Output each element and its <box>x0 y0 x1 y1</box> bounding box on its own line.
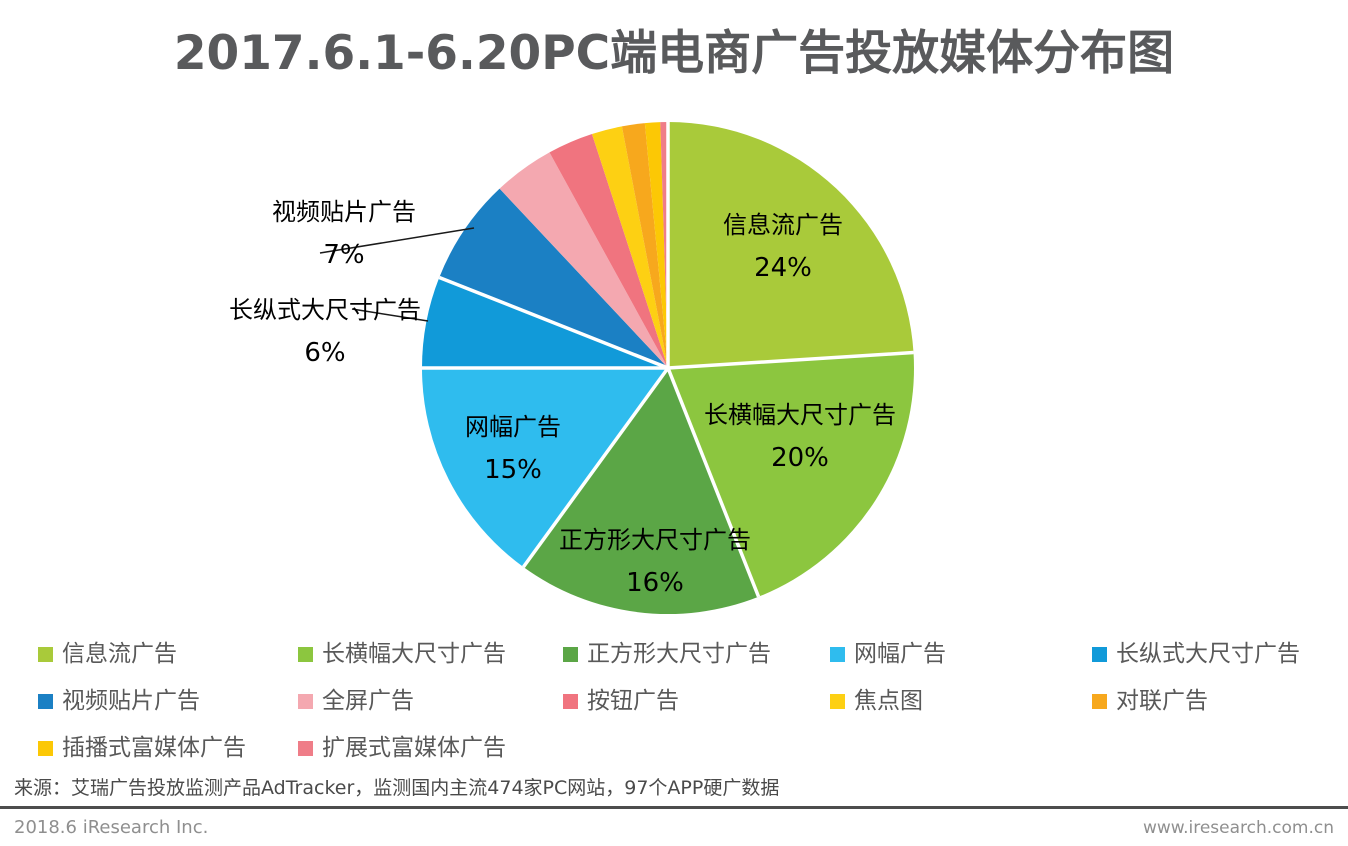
pie-chart: 信息流广告 24% 长横幅大尺寸广告 20% 正方形大尺寸广告 16% 网幅广告 15% 长纵式… <box>229 122 914 615</box>
slice-separator-5 <box>438 275 669 370</box>
slice-name-label-3: 网幅广告 <box>465 413 561 441</box>
pie-slice-0 <box>668 122 914 368</box>
slice-name-label-5: 视频贴片广告 <box>272 198 416 226</box>
pie-slice-8 <box>591 126 668 368</box>
slice-name-label-4: 长纵式大尺寸广告 <box>229 296 421 324</box>
legend-item-6: 全屏广告 <box>298 688 563 714</box>
legend-item-9: 对联广告 <box>1092 688 1340 714</box>
slice-pct-label-4: 6% <box>304 338 345 368</box>
footer-brand: 2018.6 iResearch Inc. <box>14 817 209 838</box>
legend-item-4: 长纵式大尺寸广告 <box>1092 641 1340 667</box>
legend-swatch-icon <box>298 646 313 662</box>
legend-swatch-icon <box>38 646 53 662</box>
pie-slice-10 <box>644 122 668 369</box>
slice-separator-2 <box>666 367 761 598</box>
legend-swatch-icon <box>298 740 313 756</box>
legend-swatch-icon <box>1092 646 1107 662</box>
chart-title: 2017.6.1-6.20PC端电商广告投放媒体分布图 <box>173 26 1175 81</box>
legend-item-11: 扩展式富媒体广告 <box>298 735 563 761</box>
slice-name-label-1: 长横幅大尺寸广告 <box>704 401 896 429</box>
legend-swatch-icon <box>298 693 313 709</box>
legend-label: 信息流广告 <box>62 641 177 667</box>
legend-label: 长纵式大尺寸广告 <box>1116 641 1300 667</box>
legend-swatch-icon <box>563 693 578 709</box>
slice-pct-label-1: 20% <box>771 443 829 473</box>
pie-slice-6 <box>499 152 668 368</box>
slice-pct-label-3: 15% <box>484 455 542 485</box>
leader-line-4 <box>351 308 429 322</box>
slice-separator-3 <box>521 366 670 569</box>
legend-swatch-icon <box>38 693 53 709</box>
legend-item-1: 长横幅大尺寸广告 <box>298 641 563 667</box>
legend-item-3: 网幅广告 <box>830 641 1092 667</box>
legend-item-10: 插播式富媒体广告 <box>38 735 298 761</box>
legend-swatch-icon <box>1092 693 1107 709</box>
legend-label: 正方形大尺寸广告 <box>587 641 771 667</box>
legend-label: 按钮广告 <box>587 688 679 714</box>
legend-label: 网幅广告 <box>854 641 946 667</box>
legend-label: 焦点图 <box>854 688 923 714</box>
pie-slice-3 <box>422 368 668 568</box>
pie-slice-11 <box>660 122 668 368</box>
pie-slice-5 <box>439 188 668 368</box>
legend-item-0: 信息流广告 <box>38 641 298 667</box>
legend-item-2: 正方形大尺寸广告 <box>563 641 830 667</box>
legend-label: 扩展式富媒体广告 <box>322 735 506 761</box>
legend-swatch-icon <box>830 646 845 662</box>
legend-label: 视频贴片广告 <box>62 688 200 714</box>
slice-pct-label-2: 16% <box>626 568 684 598</box>
legend-label: 全屏广告 <box>322 688 414 714</box>
pie-slice-1 <box>668 352 914 597</box>
legend-swatch-icon <box>563 646 578 662</box>
slice-pct-label-0: 24% <box>754 253 812 283</box>
legend-swatch-icon <box>830 693 845 709</box>
legend-item-7: 按钮广告 <box>563 688 830 714</box>
legend-item-8: 焦点图 <box>830 688 1092 714</box>
slice-name-label-2: 正方形大尺寸广告 <box>559 526 751 554</box>
legend-label: 对联广告 <box>1116 688 1208 714</box>
footer-url: www.iresearch.com.cn <box>1142 818 1334 838</box>
pie-slice-9 <box>621 123 668 368</box>
source-note: 来源：艾瑞广告投放监测产品AdTracker，监测国内主流474家PC网站，97… <box>14 777 780 799</box>
legend-swatch-icon <box>38 740 53 756</box>
legend-item-5: 视频贴片广告 <box>38 688 298 714</box>
slice-name-label-0: 信息流广告 <box>723 211 843 239</box>
slice-pct-label-5: 7% <box>323 240 364 270</box>
pie-slice-2 <box>523 368 759 615</box>
legend-label: 长横幅大尺寸广告 <box>322 641 506 667</box>
slice-separator-1 <box>667 350 914 370</box>
pie-slice-7 <box>549 134 668 368</box>
legend-label: 插播式富媒体广告 <box>62 735 246 761</box>
leader-line-5 <box>319 227 475 254</box>
footer-divider <box>0 806 1348 809</box>
legend: 信息流广告 长横幅大尺寸广告 正方形大尺寸广告 网幅广告 长纵式大尺寸广告视频贴片广告 全… <box>38 641 1340 761</box>
